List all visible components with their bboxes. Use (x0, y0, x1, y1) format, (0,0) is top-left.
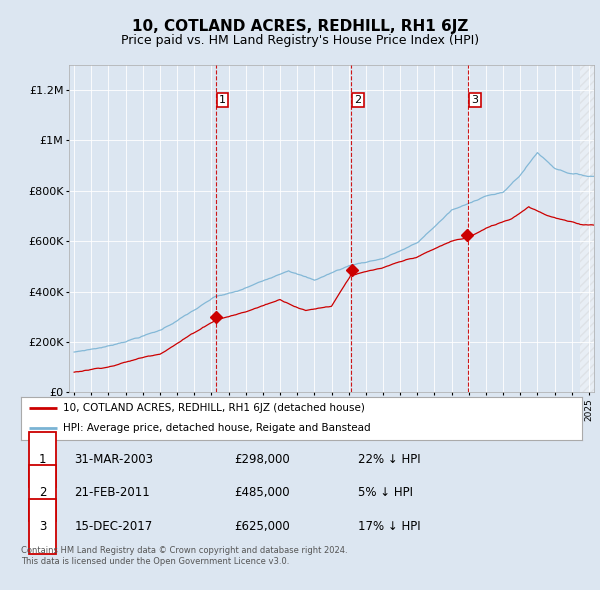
Text: 10, COTLAND ACRES, REDHILL, RH1 6JZ (detached house): 10, COTLAND ACRES, REDHILL, RH1 6JZ (det… (63, 403, 365, 412)
Text: HPI: Average price, detached house, Reigate and Banstead: HPI: Average price, detached house, Reig… (63, 422, 371, 432)
Text: 21-FEB-2011: 21-FEB-2011 (74, 486, 150, 500)
FancyBboxPatch shape (29, 465, 56, 521)
Text: 31-MAR-2003: 31-MAR-2003 (74, 453, 153, 466)
Text: Contains HM Land Registry data © Crown copyright and database right 2024.
This d: Contains HM Land Registry data © Crown c… (21, 546, 347, 566)
Text: £625,000: £625,000 (234, 520, 290, 533)
Text: 3: 3 (39, 520, 47, 533)
Text: 22% ↓ HPI: 22% ↓ HPI (358, 453, 420, 466)
Text: £485,000: £485,000 (234, 486, 290, 500)
Text: 15-DEC-2017: 15-DEC-2017 (74, 520, 152, 533)
Text: Price paid vs. HM Land Registry's House Price Index (HPI): Price paid vs. HM Land Registry's House … (121, 34, 479, 47)
Text: 2: 2 (355, 95, 361, 105)
Text: 1: 1 (219, 95, 226, 105)
FancyBboxPatch shape (29, 431, 56, 487)
Text: 1: 1 (39, 453, 47, 466)
Text: 3: 3 (472, 95, 478, 105)
FancyBboxPatch shape (29, 499, 56, 555)
Text: 2: 2 (39, 486, 47, 500)
Text: £298,000: £298,000 (234, 453, 290, 466)
Text: 10, COTLAND ACRES, REDHILL, RH1 6JZ: 10, COTLAND ACRES, REDHILL, RH1 6JZ (132, 19, 468, 34)
Text: 5% ↓ HPI: 5% ↓ HPI (358, 486, 413, 500)
Text: 17% ↓ HPI: 17% ↓ HPI (358, 520, 420, 533)
